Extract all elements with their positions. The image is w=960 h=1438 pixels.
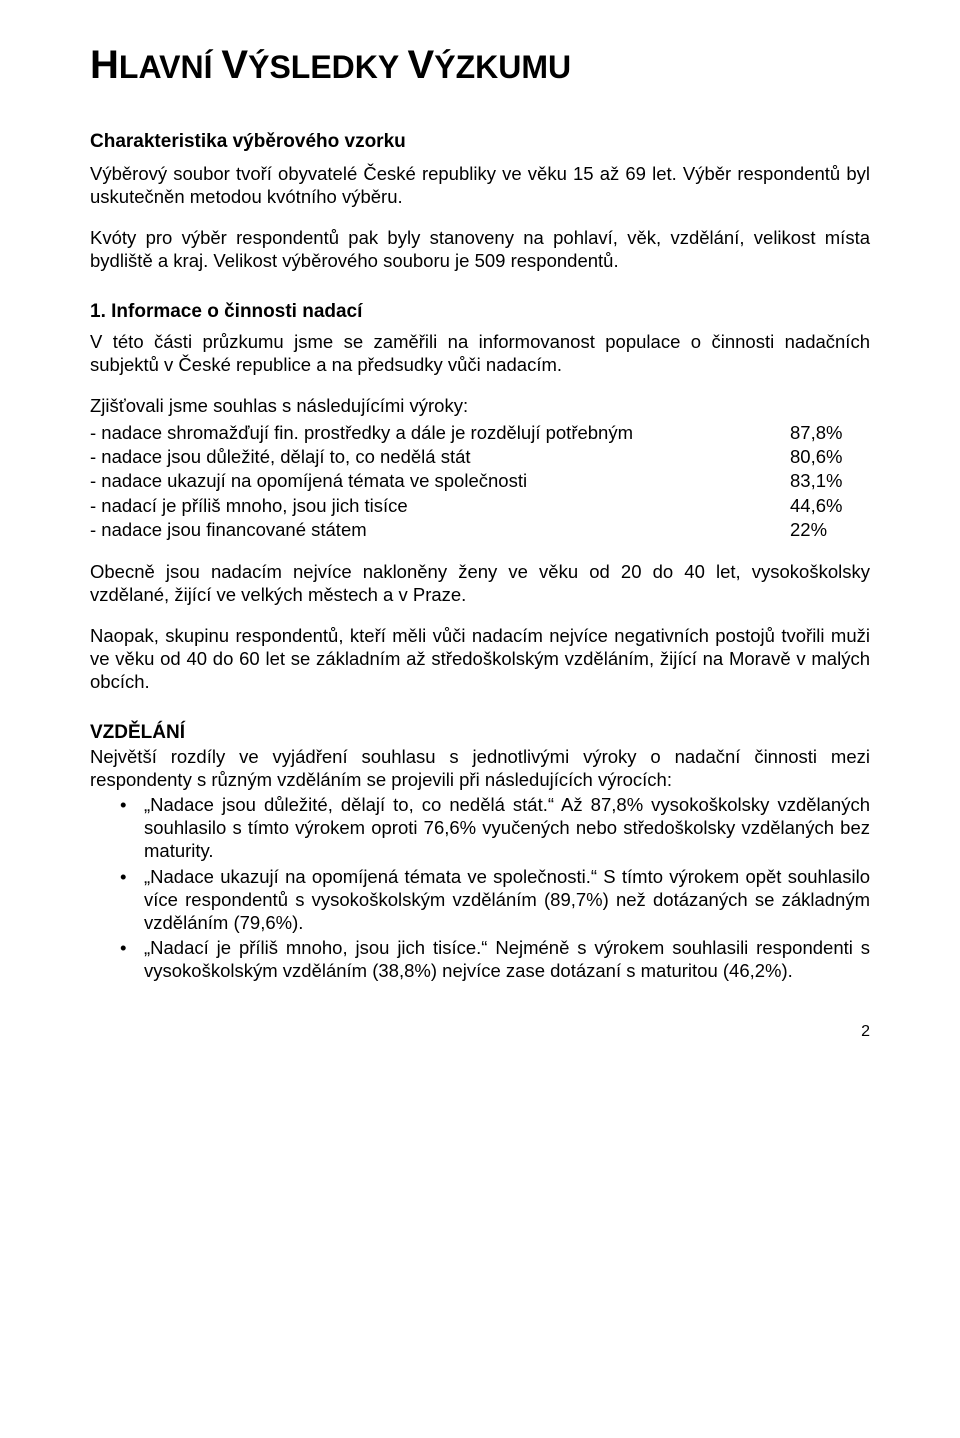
stat-value: 80,6% bbox=[780, 445, 870, 469]
char-p1: Výběrový soubor tvoří obyvatelé České re… bbox=[90, 162, 870, 208]
title-cap-1: H bbox=[90, 43, 119, 87]
vzd-heading: VZDĚLÁNÍ bbox=[90, 721, 870, 745]
vzd-intro: Největší rozdíly ve vyjádření souhlasu s… bbox=[90, 745, 870, 791]
char-p2: Kvóty pro výběr respondentů pak byly sta… bbox=[90, 226, 870, 272]
vzd-bullet: „Nadace jsou důležité, dělají to, co ned… bbox=[90, 793, 870, 862]
title-cap-3: V bbox=[408, 43, 435, 87]
stat-row: - nadací je příliš mnoho, jsou jich tisí… bbox=[90, 494, 870, 518]
sec1-p1: V této části průzkumu jsme se zaměřili n… bbox=[90, 330, 870, 376]
title-rest-1: LAVNÍ bbox=[119, 49, 222, 85]
char-heading: Charakteristika výběrového vzorku bbox=[90, 130, 870, 154]
stat-label: - nadace shromažďují fin. prostředky a d… bbox=[90, 421, 780, 445]
sec1-p2: Obecně jsou nadacím nejvíce nakloněny že… bbox=[90, 560, 870, 606]
page-number: 2 bbox=[90, 1022, 870, 1042]
stat-label: - nadací je příliš mnoho, jsou jich tisí… bbox=[90, 494, 780, 518]
vzd-bullets: „Nadace jsou důležité, dělají to, co ned… bbox=[90, 793, 870, 982]
page-title: HLAVNÍ VÝSLEDKY VÝZKUMU bbox=[90, 40, 870, 90]
stat-label: - nadace jsou financované státem bbox=[90, 518, 780, 542]
stat-label: - nadace jsou důležité, dělají to, co ne… bbox=[90, 445, 780, 469]
stat-row: - nadace jsou důležité, dělají to, co ne… bbox=[90, 445, 870, 469]
stat-row: - nadace ukazují na opomíjená témata ve … bbox=[90, 469, 870, 493]
sec1-heading: 1. Informace o činnosti nadací bbox=[90, 300, 870, 324]
stat-label: - nadace ukazují na opomíjená témata ve … bbox=[90, 469, 780, 493]
stat-value: 87,8% bbox=[780, 421, 870, 445]
vzd-bullet: „Nadace ukazují na opomíjená témata ve s… bbox=[90, 865, 870, 934]
stat-row: - nadace shromažďují fin. prostředky a d… bbox=[90, 421, 870, 445]
title-rest-2: ÝSLEDKY bbox=[248, 49, 407, 85]
vzd-bullet: „Nadací je příliš mnoho, jsou jich tisíc… bbox=[90, 936, 870, 982]
stat-value: 44,6% bbox=[780, 494, 870, 518]
stat-row: - nadace jsou financované státem 22% bbox=[90, 518, 870, 542]
sec1-p3: Naopak, skupinu respondentů, kteří měli … bbox=[90, 624, 870, 693]
title-cap-2: V bbox=[221, 43, 248, 87]
title-rest-3: ÝZKUMU bbox=[434, 49, 571, 85]
stat-value: 83,1% bbox=[780, 469, 870, 493]
stat-value: 22% bbox=[780, 518, 870, 542]
sec1-intro: Zjišťovali jsme souhlas s následujícími … bbox=[90, 394, 870, 417]
stat-list: - nadace shromažďují fin. prostředky a d… bbox=[90, 421, 870, 541]
